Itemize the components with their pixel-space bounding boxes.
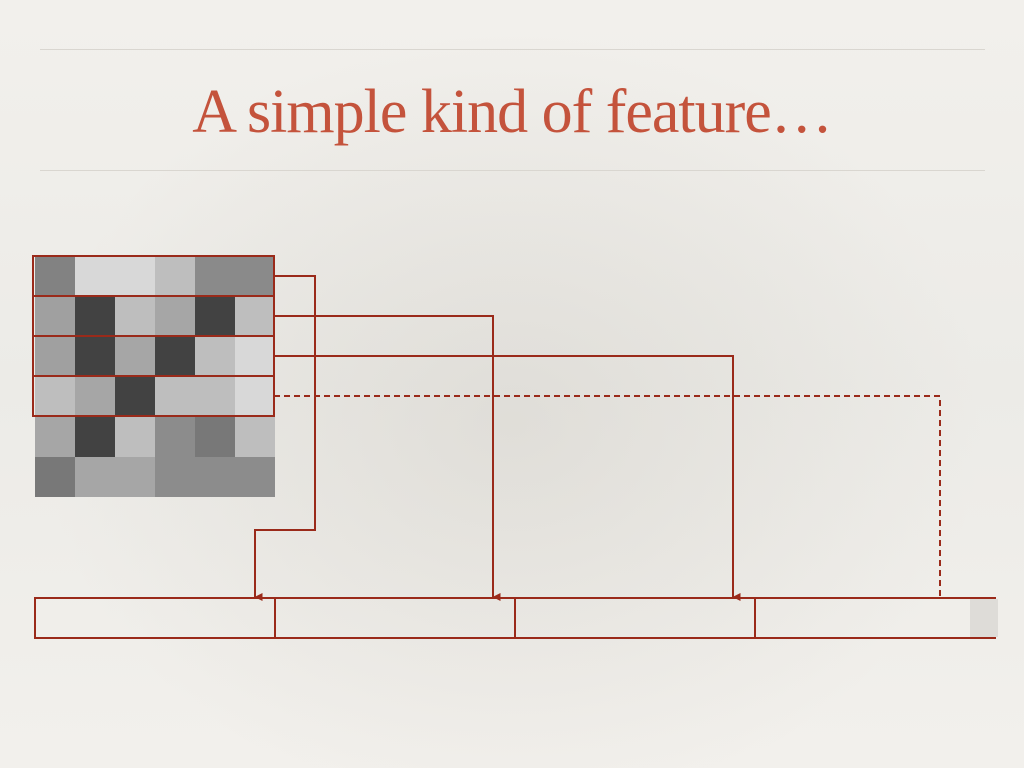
pixel-cell — [75, 297, 115, 337]
vector-segment — [274, 597, 516, 639]
pixel-cell — [235, 257, 275, 297]
pixel-cell — [195, 377, 235, 417]
pixel-cell — [115, 457, 155, 497]
vector-segment — [754, 597, 996, 639]
pixel-cell — [75, 457, 115, 497]
pixel-cell — [35, 417, 75, 457]
pixel-cell — [195, 297, 235, 337]
pixel-cell — [235, 377, 275, 417]
pixel-cell — [75, 417, 115, 457]
connector-lines — [254, 275, 941, 601]
pixel-cell — [35, 377, 75, 417]
pixel-cell — [35, 257, 75, 297]
arrow-connector — [274, 355, 741, 601]
pixel-cell — [155, 457, 195, 497]
slide-title: A simple kind of feature… — [192, 78, 833, 146]
pixel-cell — [75, 257, 115, 297]
pixel-cell — [115, 337, 155, 377]
pixel-cell — [75, 337, 115, 377]
pixel-cell — [195, 417, 235, 457]
pixel-cell — [235, 417, 275, 457]
pixel-grid — [35, 257, 275, 497]
pixel-cell — [115, 417, 155, 457]
pixel-cell — [195, 337, 235, 377]
top-rule — [40, 49, 985, 50]
pixel-cell — [35, 457, 75, 497]
pixel-cell — [195, 457, 235, 497]
arrow-connector — [254, 275, 316, 601]
pixel-cell — [115, 257, 155, 297]
pixel-cell — [155, 417, 195, 457]
vector-segment — [34, 597, 276, 639]
pixel-cell — [235, 297, 275, 337]
arrow-connector — [274, 315, 501, 601]
pixel-cell — [35, 297, 75, 337]
pixel-cell — [155, 377, 195, 417]
pixel-cell — [75, 377, 115, 417]
vector-end-cap — [970, 599, 998, 637]
pixel-cell — [195, 257, 235, 297]
vector-segment — [514, 597, 756, 639]
pixel-cell — [35, 337, 75, 377]
pixel-cell — [235, 337, 275, 377]
pixel-cell — [155, 257, 195, 297]
pixel-cell — [155, 297, 195, 337]
pixel-cell — [115, 297, 155, 337]
feature-vector — [34, 597, 998, 639]
pixel-cell — [115, 377, 155, 417]
pixel-cell — [235, 457, 275, 497]
bottom-rule — [40, 170, 985, 171]
pixel-cell — [155, 337, 195, 377]
dashed-connector — [274, 395, 941, 597]
